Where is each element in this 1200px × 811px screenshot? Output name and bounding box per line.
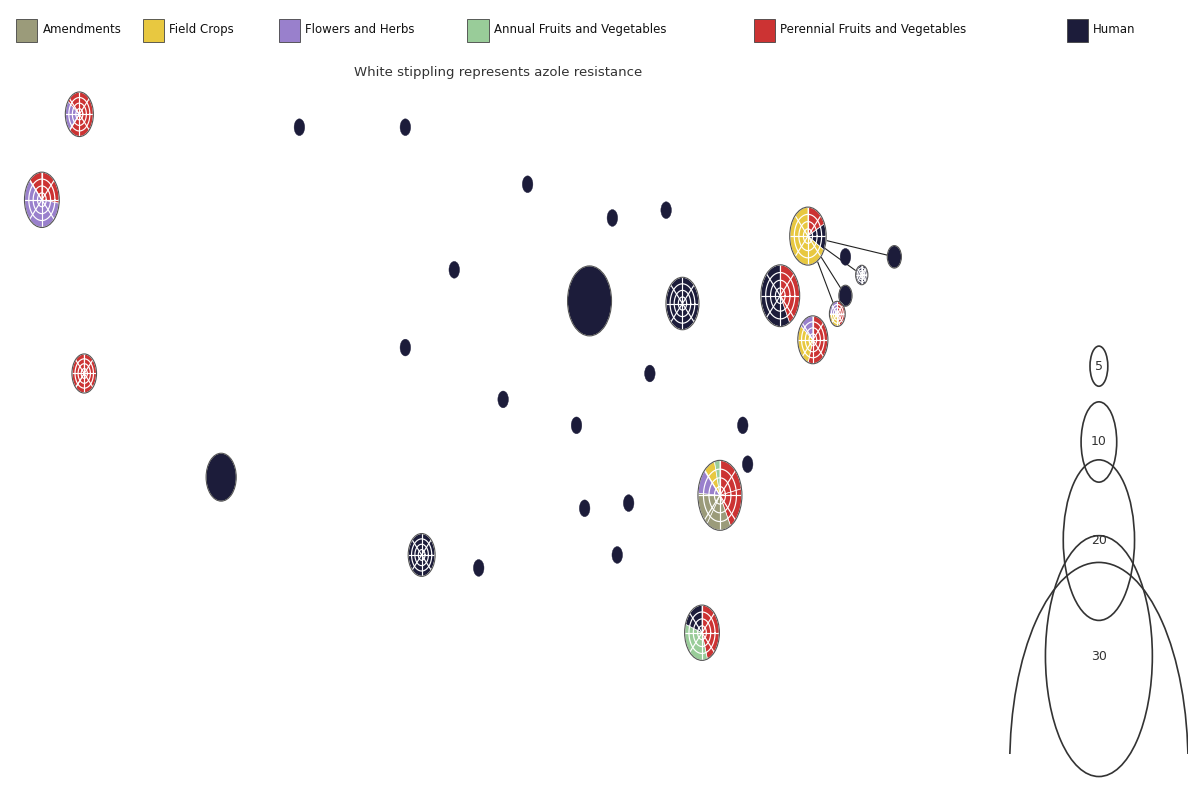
Wedge shape: [808, 315, 828, 364]
Wedge shape: [70, 92, 94, 136]
Circle shape: [400, 339, 410, 356]
Wedge shape: [798, 326, 812, 363]
FancyBboxPatch shape: [16, 19, 37, 41]
Text: Perennial Fruits and Vegetables: Perennial Fruits and Vegetables: [780, 23, 967, 36]
FancyBboxPatch shape: [468, 19, 490, 41]
Wedge shape: [702, 605, 720, 659]
Wedge shape: [206, 453, 236, 501]
Text: White stippling represents azole resistance: White stippling represents azole resista…: [354, 66, 642, 79]
Wedge shape: [800, 315, 812, 340]
Wedge shape: [568, 266, 612, 336]
Circle shape: [661, 202, 672, 219]
Circle shape: [294, 119, 305, 135]
Wedge shape: [685, 624, 707, 660]
FancyBboxPatch shape: [143, 19, 164, 41]
Circle shape: [580, 500, 590, 517]
Circle shape: [840, 248, 851, 265]
Wedge shape: [720, 489, 742, 526]
Wedge shape: [761, 265, 790, 327]
Wedge shape: [666, 277, 698, 330]
Wedge shape: [808, 207, 824, 236]
Wedge shape: [707, 496, 731, 530]
Circle shape: [612, 547, 623, 564]
FancyBboxPatch shape: [278, 19, 300, 41]
Wedge shape: [887, 246, 901, 268]
FancyBboxPatch shape: [754, 19, 775, 41]
Text: Flowers and Herbs: Flowers and Herbs: [305, 23, 415, 36]
Circle shape: [571, 417, 582, 434]
Circle shape: [738, 417, 748, 434]
Wedge shape: [856, 265, 862, 285]
Wedge shape: [780, 265, 799, 323]
Wedge shape: [408, 534, 436, 577]
Wedge shape: [42, 172, 59, 204]
Wedge shape: [720, 461, 742, 496]
Wedge shape: [76, 354, 96, 393]
Circle shape: [607, 209, 618, 226]
Wedge shape: [698, 470, 720, 496]
Circle shape: [644, 365, 655, 382]
Wedge shape: [829, 314, 840, 327]
Wedge shape: [704, 461, 720, 496]
Wedge shape: [838, 302, 845, 326]
Text: Annual Fruits and Vegetables: Annual Fruits and Vegetables: [494, 23, 666, 36]
Wedge shape: [862, 265, 868, 285]
Wedge shape: [30, 172, 42, 200]
Wedge shape: [790, 207, 824, 265]
Wedge shape: [698, 493, 720, 524]
Wedge shape: [72, 354, 84, 388]
Wedge shape: [68, 92, 79, 114]
Wedge shape: [839, 285, 852, 307]
Circle shape: [400, 119, 410, 135]
Text: 20: 20: [1091, 534, 1106, 547]
Wedge shape: [685, 605, 702, 633]
Text: Field Crops: Field Crops: [169, 23, 234, 36]
Circle shape: [449, 261, 460, 278]
Circle shape: [623, 495, 634, 512]
Text: 30: 30: [1091, 650, 1106, 663]
FancyBboxPatch shape: [1067, 19, 1088, 41]
Text: Human: Human: [1093, 23, 1136, 36]
Wedge shape: [829, 302, 838, 314]
Wedge shape: [808, 224, 827, 250]
Circle shape: [743, 456, 752, 473]
Circle shape: [498, 391, 509, 408]
Text: 10: 10: [1091, 436, 1106, 448]
Circle shape: [474, 560, 484, 577]
Text: 5: 5: [1094, 359, 1103, 373]
Wedge shape: [24, 180, 59, 227]
Wedge shape: [714, 461, 720, 496]
Wedge shape: [65, 101, 79, 131]
Circle shape: [522, 176, 533, 193]
Text: Amendments: Amendments: [42, 23, 121, 36]
